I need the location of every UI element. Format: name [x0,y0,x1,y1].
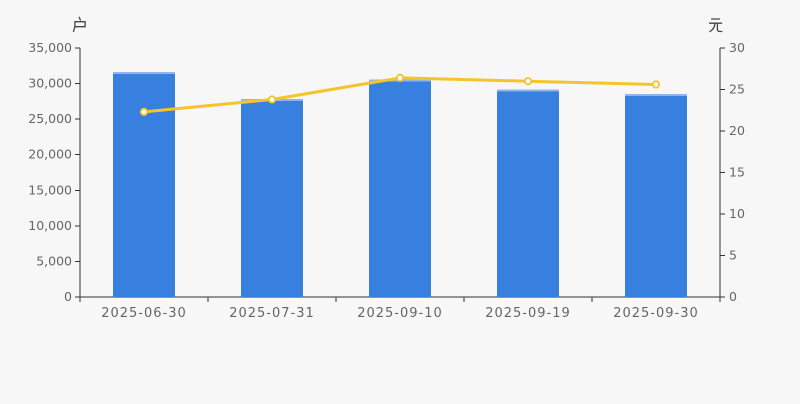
line-point[interactable] [651,80,661,89]
y-axis-right-tick-label: 10 [729,206,745,221]
y-axis-right-tick-label: 0 [729,289,737,304]
date-label: 2025-07-31 [229,306,315,321]
line-point[interactable] [523,77,533,86]
bar[interactable] [113,72,175,297]
bar-top-cap [625,94,687,97]
y-axis-right-tick-label: 15 [729,165,745,180]
line-point[interactable] [139,107,149,117]
date-label: 2025-09-30 [613,306,699,321]
right-axis-unit-label [708,18,723,33]
y-axis-right-tick-label: 30 [729,40,745,55]
line-point[interactable] [267,95,277,104]
y-axis-right-tick-label: 5 [729,248,737,263]
y-axis-left-tick-label: 5,000 [36,253,72,268]
y-axis-left-tick-label: 35,000 [28,40,72,55]
y-axis-right-tick-label: 20 [729,123,745,138]
y-axis-left-tick-label: 25,000 [28,111,72,126]
y-axis-left-tick-label: 20,000 [28,147,72,162]
bar-top-cap [497,89,559,92]
bar[interactable] [241,99,303,297]
bar[interactable] [497,89,559,298]
y-axis-left-tick-label: 0 [64,289,72,304]
y-axis-left-tick-label: 15,000 [28,182,72,197]
bar[interactable] [625,94,687,297]
left-axis-unit-label [72,16,86,33]
date-label: 2025-09-10 [357,306,443,321]
y-axis-left-tick-label: 30,000 [28,76,72,91]
bar-top-cap [113,72,175,75]
y-axis-right-tick-label: 25 [729,82,745,97]
date-label: 2025-06-30 [101,306,187,321]
date-label: 2025-09-19 [485,306,571,321]
y-axis-left-tick-label: 10,000 [28,218,72,233]
line-point[interactable] [395,73,405,82]
bar[interactable] [369,79,431,297]
